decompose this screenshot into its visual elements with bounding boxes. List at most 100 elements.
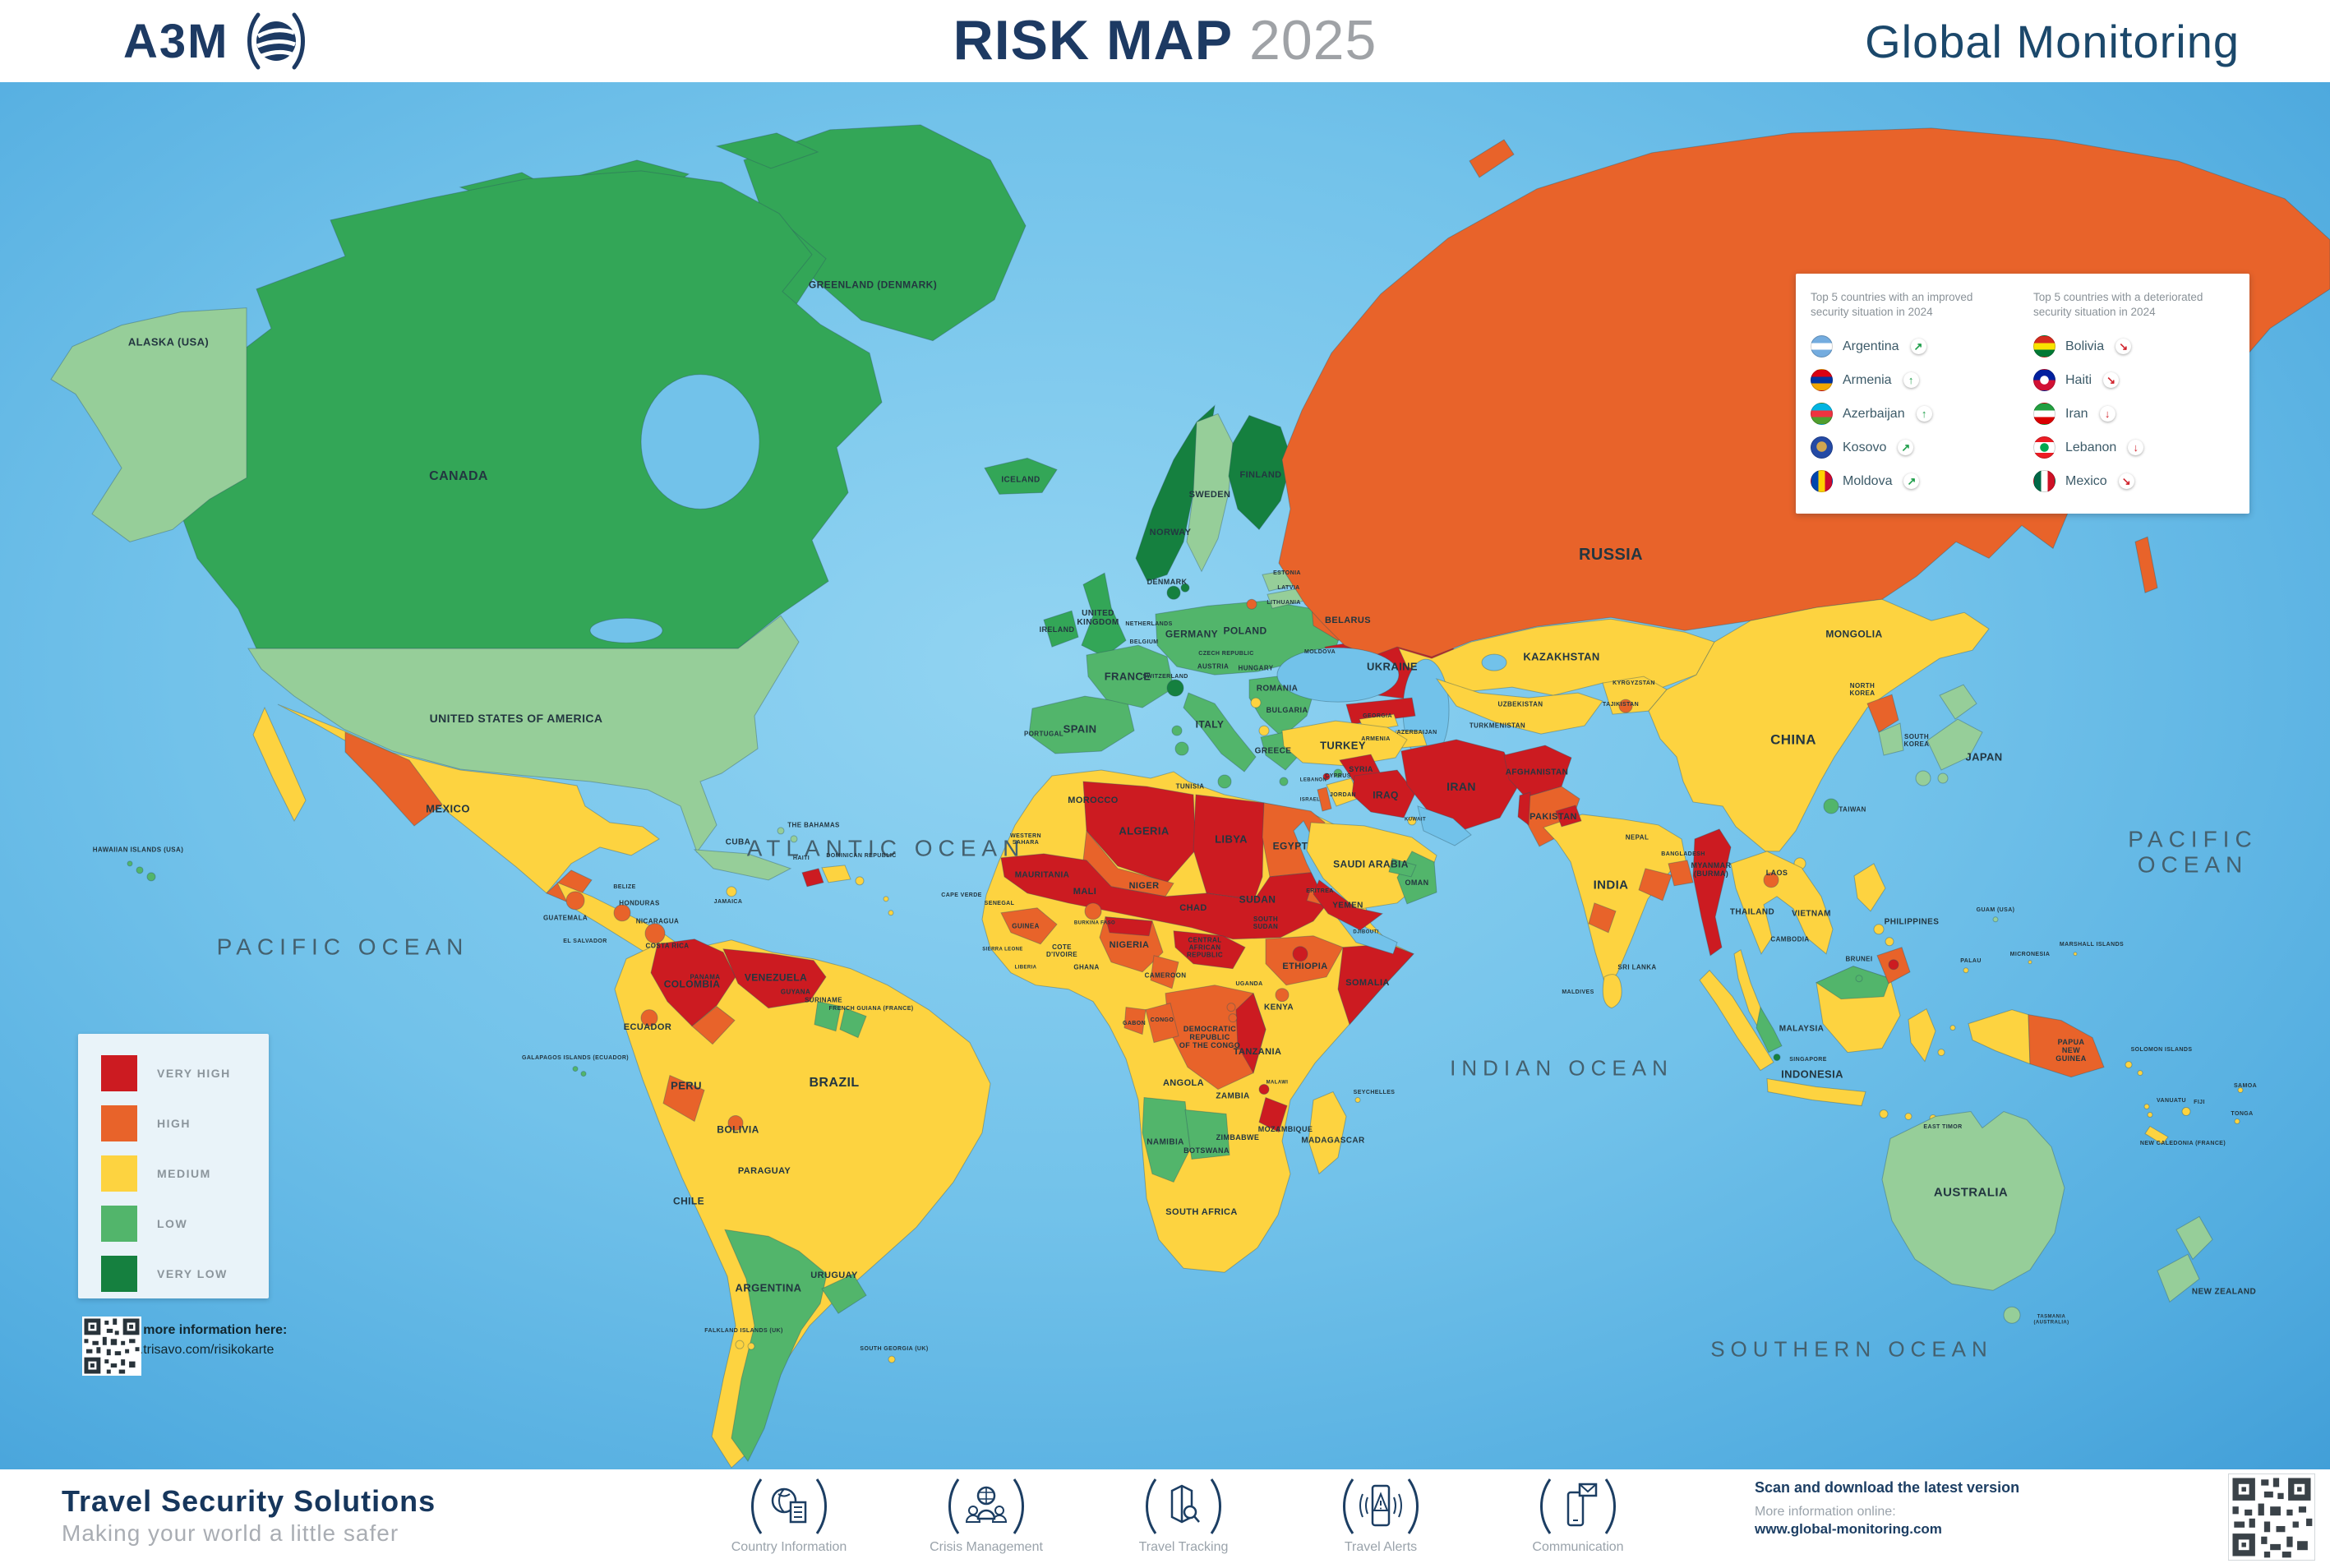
map-region — [1888, 959, 1899, 971]
aral-sea — [1481, 653, 1507, 671]
footer-tagline: Travel Security Solutions Making your wo… — [62, 1484, 436, 1547]
map-info-url[interactable]: www.trisavo.com/risikokarte — [112, 1343, 275, 1357]
region-papua-new-guinea — [2028, 1014, 2105, 1078]
flag-lebanon-icon — [2033, 436, 2055, 459]
map-region — [1469, 139, 1515, 178]
map-region — [1275, 988, 1290, 1003]
region-iberia — [1028, 695, 1135, 754]
map-region — [1588, 902, 1617, 934]
region-ireland — [1043, 610, 1079, 648]
list-item: Lebanon ↓ — [2033, 431, 2235, 464]
region-australia — [1881, 1110, 2065, 1291]
top5-deteriorated-column: Top 5 countries with a deteriorated secu… — [2033, 290, 2235, 497]
world-map — [50, 124, 2330, 1469]
service-travel-alerts: Travel Alerts — [1282, 1474, 1479, 1555]
map-region — [1354, 1097, 1361, 1104]
tagline-subtitle: Making your world a little safer — [62, 1520, 399, 1546]
list-item: Azerbaijan ↑ — [1811, 397, 2012, 431]
map-region — [2143, 1104, 2150, 1110]
risk-legend: VERY HIGH HIGH MEDIUM LOW VERY LOW — [78, 1034, 269, 1298]
region-india — [1543, 814, 1687, 990]
region-iceland — [984, 457, 1058, 495]
flag-azerbaijan-icon — [1811, 403, 1833, 426]
region-bangladesh — [1668, 860, 1694, 887]
service-label: Communication — [1532, 1540, 1624, 1554]
download-url[interactable]: www.global-monitoring.com — [1755, 1521, 1942, 1537]
page-title: RISK MAP 2025 — [0, 8, 2330, 72]
region-lebanon — [1322, 772, 1331, 781]
region-botswana — [1184, 1109, 1230, 1160]
region-malaysia — [1756, 1006, 1783, 1054]
region-cuba — [693, 849, 792, 881]
region-taiwan — [1823, 798, 1839, 814]
map-region — [1235, 992, 1267, 1074]
map-region — [640, 1009, 658, 1027]
map-region — [715, 132, 819, 169]
region-gabon — [1123, 1007, 1147, 1035]
map-region — [888, 910, 894, 916]
map-region — [790, 835, 798, 843]
map-region — [735, 1340, 745, 1349]
map-region — [1915, 770, 1931, 786]
map-region — [1228, 1013, 1238, 1023]
communication-icon — [1540, 1478, 1616, 1534]
region-new-zealand — [2175, 1215, 2213, 1261]
region-north-korea — [1866, 694, 1899, 733]
map-region — [136, 866, 144, 874]
region-new-caledonia — [2144, 1125, 2169, 1146]
region-car — [1173, 930, 1246, 970]
trend-up-icon: ↑ — [1916, 406, 1932, 422]
tagline-title: Travel Security Solutions — [62, 1484, 436, 1518]
region-sri-lanka — [1602, 974, 1622, 1009]
legend-swatch-low — [101, 1206, 137, 1242]
region-sumatra — [1699, 969, 1774, 1072]
legend-swatch-very-low — [101, 1256, 137, 1292]
region-suriname — [814, 1001, 842, 1032]
region-congo — [1145, 1003, 1179, 1044]
map-region — [2234, 1118, 2240, 1124]
region-somalia — [1337, 943, 1414, 1026]
map-region — [1292, 946, 1308, 962]
region-cameroon — [1150, 955, 1179, 989]
region-singapore — [1773, 1054, 1781, 1062]
trend-down-icon: ↓ — [2099, 406, 2115, 422]
region-switzerland — [1166, 679, 1184, 697]
map-region — [2237, 1087, 2244, 1094]
map-region — [662, 1074, 705, 1123]
map-region — [1963, 967, 1969, 974]
map-region — [1949, 1025, 1956, 1031]
region-south-america — [614, 939, 991, 1469]
region-uae — [1388, 858, 1417, 878]
download-title: Scan and download the latest version — [1755, 1479, 2020, 1496]
service-label: Country Information — [731, 1540, 847, 1554]
map-region — [580, 1071, 587, 1077]
footer-download: Scan and download the latest version Mor… — [1755, 1479, 2075, 1538]
region-france — [1086, 644, 1174, 708]
service-label: Crisis Management — [930, 1540, 1043, 1554]
region-denmark — [1166, 585, 1181, 600]
region-finland — [1228, 414, 1293, 531]
map-region — [2157, 1253, 2200, 1303]
region-china — [1648, 598, 1990, 852]
map-region — [2028, 960, 2032, 965]
service-communication: Communication — [1479, 1474, 1677, 1555]
map-region — [1246, 598, 1257, 610]
map-region — [1105, 916, 1153, 937]
region-turkey — [1281, 720, 1408, 767]
qr-code-image — [82, 1317, 141, 1376]
flag-mexico-icon — [2033, 470, 2055, 493]
title-year: 2025 — [1249, 9, 1377, 71]
trend-up-icon: ↑ — [1903, 372, 1919, 389]
map-region — [1174, 741, 1189, 756]
map-region — [821, 865, 851, 883]
map-region — [1250, 697, 1262, 708]
region-canada — [178, 170, 883, 649]
region-java — [1766, 1077, 1866, 1107]
map-region — [1279, 777, 1289, 786]
legend-item: HIGH — [101, 1105, 269, 1141]
region-kashmir — [1555, 805, 1582, 828]
list-item: Argentina ↗ — [1811, 330, 2012, 363]
map-region — [777, 827, 785, 835]
top5-improved-column: Top 5 countries with an improved securit… — [1811, 290, 2012, 497]
